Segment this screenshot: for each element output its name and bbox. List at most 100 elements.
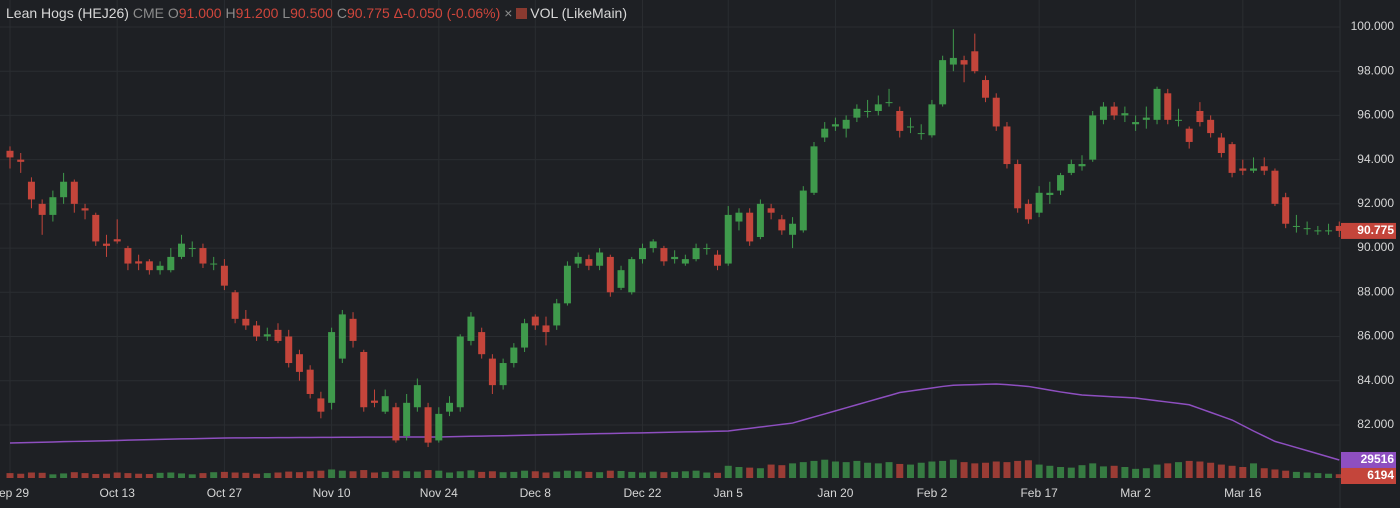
candle-body — [821, 128, 829, 138]
volume-bar — [199, 473, 207, 478]
volume-bar — [789, 463, 797, 478]
candle-body — [746, 212, 754, 242]
candle-body — [703, 248, 711, 250]
candle-body — [1185, 128, 1193, 142]
candle-body — [1325, 230, 1333, 232]
volume-bar — [874, 463, 882, 478]
x-tick-label: Dec 22 — [623, 486, 661, 500]
volume-bar — [135, 473, 143, 478]
candle-body — [413, 385, 421, 408]
candle-body — [853, 108, 861, 118]
candle-body — [628, 259, 636, 293]
volume-bar — [864, 462, 872, 478]
volume-bar — [317, 470, 325, 478]
candle-body — [960, 60, 968, 65]
change: Δ-0.050 (-0.06%) — [393, 5, 501, 21]
volume-name: VOL (LikeMain) — [530, 5, 628, 21]
volume-bar — [435, 470, 443, 478]
x-tick-label: Mar 16 — [1224, 486, 1262, 500]
candle-body — [92, 214, 100, 242]
volume-bar — [606, 470, 614, 478]
symbol: Lean Hogs (HEJ26) — [6, 5, 129, 21]
candle-body — [767, 208, 775, 213]
candle-body — [531, 316, 539, 326]
volume-bar — [113, 472, 121, 478]
open-key: O — [167, 5, 179, 21]
volume-bar — [939, 460, 947, 478]
volume-bar — [992, 461, 1000, 478]
close-icon[interactable]: × — [504, 5, 513, 21]
last-price-box — [1341, 222, 1396, 239]
candle-body — [1260, 166, 1268, 171]
volume-bar — [456, 471, 464, 478]
volume-bar — [1024, 460, 1032, 478]
close-key: C — [336, 5, 347, 21]
volume-bar — [381, 471, 389, 478]
candle-body — [242, 318, 250, 326]
y-tick-label: 94.000 — [1357, 152, 1394, 166]
candle-body — [1142, 117, 1150, 120]
candle-body — [1046, 192, 1054, 196]
candle-body — [831, 124, 839, 127]
volume-bar — [413, 471, 421, 478]
volume-bar — [746, 467, 754, 478]
volume-bar — [714, 472, 722, 478]
candle-body — [435, 413, 443, 441]
volume-bar — [1196, 461, 1204, 478]
candle-body — [349, 318, 357, 341]
y-tick-label: 90.000 — [1357, 240, 1394, 254]
candle-body — [274, 329, 282, 341]
candle-body — [1078, 164, 1086, 167]
volume-value-box — [1341, 468, 1396, 484]
candle-body — [456, 336, 464, 408]
candle-body — [285, 336, 293, 364]
volume-bar — [531, 471, 539, 478]
volume-bar — [671, 471, 679, 478]
volume-swatch — [516, 8, 528, 19]
volume-bar — [1132, 468, 1140, 478]
candle-body — [1239, 168, 1247, 171]
candle-body — [124, 248, 132, 264]
volume-bar — [542, 472, 550, 478]
ma-value: 29516 — [1361, 452, 1395, 466]
candle-body — [295, 354, 303, 372]
volume-bar — [253, 473, 261, 478]
candle-body — [499, 363, 507, 386]
volume-bar — [510, 471, 518, 478]
candle-body — [263, 334, 271, 337]
candle-body — [446, 402, 454, 412]
low-value: 90.500 — [290, 5, 333, 21]
volume-bar — [370, 472, 378, 478]
candle-body — [6, 150, 14, 158]
volume-bar — [649, 471, 657, 478]
volume-bar — [1003, 462, 1011, 478]
x-tick-label: Sep 29 — [0, 486, 29, 500]
x-tick-label: Dec 8 — [520, 486, 552, 500]
volume-bar — [1057, 467, 1065, 478]
candle-body — [199, 248, 207, 264]
candle-body — [692, 248, 700, 260]
volume-bar — [1164, 463, 1172, 478]
volume-bar — [563, 470, 571, 478]
volume-bar — [553, 471, 561, 478]
candle-body — [167, 256, 175, 271]
candle-body — [521, 323, 529, 348]
volume-bar — [145, 474, 153, 478]
volume-bar — [960, 462, 968, 478]
volume-bar — [1292, 471, 1300, 478]
volume-bar — [92, 474, 100, 478]
candle-body — [896, 110, 904, 131]
volume-bar — [1185, 460, 1193, 478]
candle-body — [756, 203, 764, 238]
candle-body — [135, 261, 143, 264]
candle-body — [842, 119, 850, 129]
volume-bar — [446, 472, 454, 478]
volume-bar — [885, 462, 893, 478]
volume-bar — [831, 461, 839, 478]
candle-body — [1271, 170, 1279, 204]
volume-bar — [328, 469, 336, 478]
volume-bar — [949, 459, 957, 478]
candle-body — [1067, 164, 1075, 173]
volume-bar — [767, 464, 775, 478]
candle-body — [392, 407, 400, 441]
